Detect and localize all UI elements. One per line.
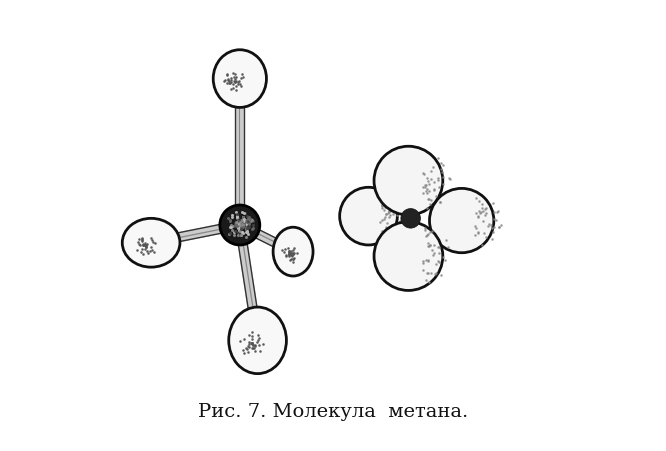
Ellipse shape: [220, 206, 260, 245]
Ellipse shape: [340, 188, 398, 245]
Ellipse shape: [430, 189, 494, 253]
Ellipse shape: [123, 219, 180, 267]
Ellipse shape: [374, 147, 443, 216]
Ellipse shape: [228, 308, 286, 374]
Ellipse shape: [374, 222, 443, 291]
Ellipse shape: [273, 228, 313, 276]
Ellipse shape: [213, 51, 266, 108]
Text: Рис. 7. Молекула  метана.: Рис. 7. Молекула метана.: [198, 402, 468, 420]
Ellipse shape: [401, 209, 420, 229]
